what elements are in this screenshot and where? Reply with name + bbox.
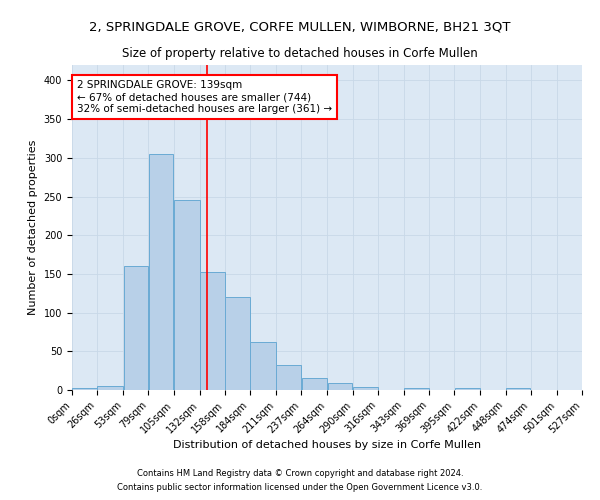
Bar <box>455 388 480 390</box>
Text: 2 SPRINGDALE GROVE: 139sqm
← 67% of detached houses are smaller (744)
32% of sem: 2 SPRINGDALE GROVE: 139sqm ← 67% of deta… <box>77 80 332 114</box>
Bar <box>124 266 148 390</box>
Bar <box>302 378 327 390</box>
Y-axis label: Number of detached properties: Number of detached properties <box>28 140 38 315</box>
Bar <box>328 383 352 390</box>
Bar <box>250 342 276 390</box>
X-axis label: Distribution of detached houses by size in Corfe Mullen: Distribution of detached houses by size … <box>173 440 481 450</box>
Text: Contains HM Land Registry data © Crown copyright and database right 2024.: Contains HM Land Registry data © Crown c… <box>137 468 463 477</box>
Bar <box>72 388 97 390</box>
Text: Contains public sector information licensed under the Open Government Licence v3: Contains public sector information licen… <box>118 484 482 492</box>
Text: 2, SPRINGDALE GROVE, CORFE MULLEN, WIMBORNE, BH21 3QT: 2, SPRINGDALE GROVE, CORFE MULLEN, WIMBO… <box>89 20 511 33</box>
Bar <box>149 154 173 390</box>
Bar <box>277 365 301 390</box>
Bar <box>506 388 530 390</box>
Bar <box>174 200 200 390</box>
Bar <box>404 388 429 390</box>
Bar <box>97 386 123 390</box>
Bar <box>353 387 377 390</box>
Bar <box>225 297 250 390</box>
Text: Size of property relative to detached houses in Corfe Mullen: Size of property relative to detached ho… <box>122 48 478 60</box>
Bar <box>200 272 224 390</box>
